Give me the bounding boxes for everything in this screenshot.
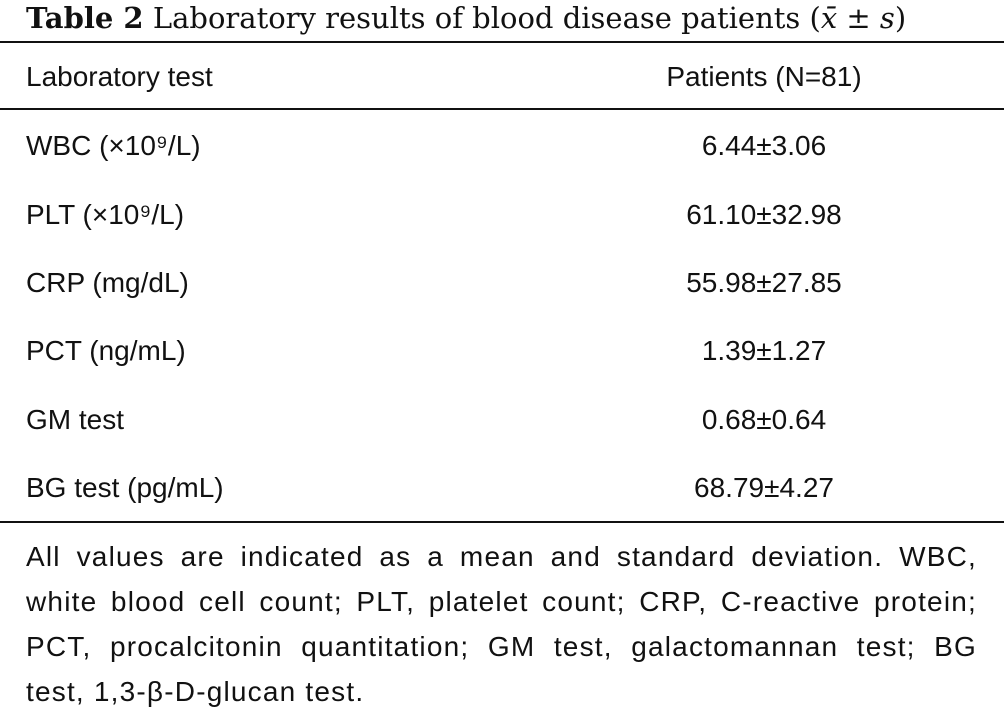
table-bottom-rule	[0, 521, 1004, 523]
row-value-plt: 61.10±32.98	[686, 199, 842, 230]
row-test-pct: PCT (ng/mL)	[26, 335, 186, 366]
row-value-gm: 0.68±0.64	[701, 404, 827, 435]
table-header-rule	[0, 108, 1004, 110]
column-header-patients: Patients (N=81)	[666, 61, 862, 92]
table-top-rule	[0, 41, 1004, 43]
table-footnote: All values are indicated as a mean and s…	[26, 541, 977, 707]
row-value-crp: 55.98±27.85	[686, 267, 842, 298]
row-value-bg: 68.79±4.27	[694, 472, 834, 503]
row-value-pct: 1.39±1.27	[701, 335, 827, 366]
table-caption-label: Table 2	[26, 1, 144, 35]
table-caption-text: Laboratory results of blood disease pati…	[143, 1, 821, 35]
table-caption-formula: x̄ ± s	[820, 1, 895, 35]
table-caption-close: )	[894, 1, 907, 35]
row-test-bg: BG test (pg/mL)	[26, 472, 224, 503]
table-caption: Table 2 Laboratory results of blood dise…	[26, 0, 906, 36]
row-test-crp: CRP (mg/dL)	[26, 267, 189, 298]
row-test-gm: GM test	[26, 404, 125, 435]
row-test-wbc: WBC (×10⁹/L)	[26, 130, 201, 161]
row-test-plt: PLT (×10⁹/L)	[26, 199, 185, 230]
row-value-wbc: 6.44±3.06	[701, 130, 827, 161]
column-header-test: Laboratory test	[26, 61, 213, 92]
